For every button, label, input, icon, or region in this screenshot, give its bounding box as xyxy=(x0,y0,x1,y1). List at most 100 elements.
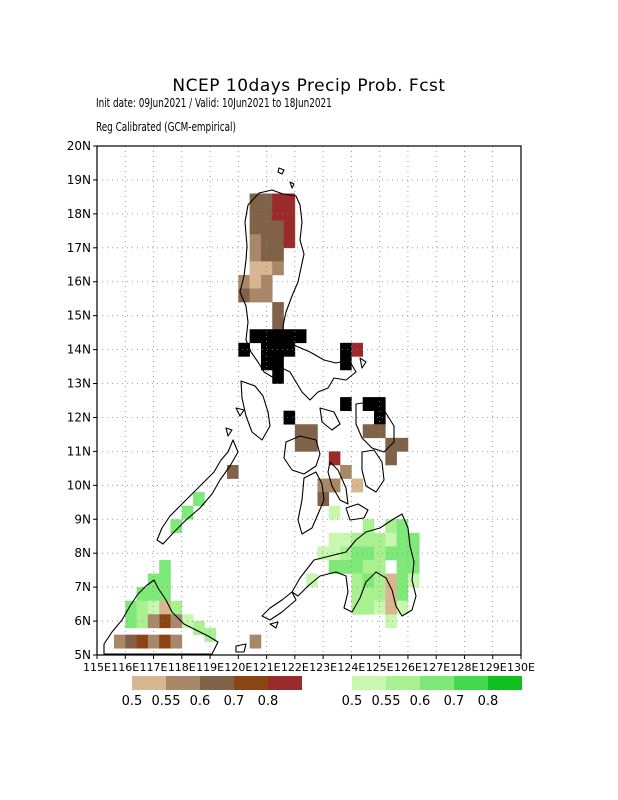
coastline-negros xyxy=(297,471,325,535)
latitude-label: 17N xyxy=(67,241,91,255)
dry-probability-cell xyxy=(306,424,318,439)
wet-probability-cell xyxy=(351,573,364,588)
wet-probability-cell xyxy=(396,600,409,615)
coastline-mindanao xyxy=(291,513,417,617)
longitude-label: 115E xyxy=(83,661,111,674)
legend-dry-swatch xyxy=(268,676,302,690)
coastline-mindoro xyxy=(240,380,271,441)
latitude-label: 14N xyxy=(67,343,91,357)
legend-wet-swatch xyxy=(420,676,454,690)
dry-probability-cell xyxy=(159,600,171,615)
dry-probability-cell xyxy=(260,247,273,262)
dry-probability-cell xyxy=(260,207,273,221)
wet-probability-cell xyxy=(147,587,160,602)
dry-probability-cell xyxy=(362,397,375,411)
coastline-leyte xyxy=(361,449,385,493)
wet-probability-cell xyxy=(351,532,364,547)
legend-dry-swatch xyxy=(234,676,268,690)
dry-probability-cell xyxy=(272,247,284,262)
longitude-label: 121E xyxy=(253,661,281,674)
dry-probability-cell xyxy=(317,478,330,493)
legend-dry-colorbar xyxy=(132,676,302,690)
dry-probability-cell xyxy=(306,437,318,452)
wet-probability-cell xyxy=(362,573,375,588)
dry-probability-cell xyxy=(249,220,262,235)
legend-label: 0.7 xyxy=(223,694,245,709)
legend-label: 0.5 xyxy=(341,694,363,709)
latitude-labels: 5N 6N 7N 8N 9N 10N 11N 12N 13N 14N 15N 16N 17N 18N 19N… xyxy=(67,139,91,662)
coastline-cuyo xyxy=(225,427,233,437)
wet-probability-cell xyxy=(136,587,149,602)
dry-probability-cell xyxy=(272,220,284,235)
dry-probability-cell xyxy=(238,274,250,289)
coastline xyxy=(103,167,417,655)
dry-probability-cell xyxy=(170,634,183,649)
coastline-samar xyxy=(355,401,395,453)
coastline-busuanga xyxy=(235,407,245,417)
coastline-sulu xyxy=(269,621,279,629)
dry-probability-cell xyxy=(328,478,341,493)
longitude-label: 123E xyxy=(309,661,337,674)
dry-probability-cell xyxy=(260,342,273,357)
longitude-label: 119E xyxy=(196,661,224,674)
latitude-label: 8N xyxy=(74,546,91,560)
dry-probability-cell xyxy=(272,234,284,249)
dry-probability-cell xyxy=(260,288,273,303)
wet-probability-cell xyxy=(328,532,341,547)
longitude-label: 127E xyxy=(422,661,450,674)
wet-probability-cell xyxy=(362,546,375,561)
dry-probability-cell xyxy=(374,410,386,425)
legend-dry-swatch xyxy=(200,676,234,690)
wet-probability-cell xyxy=(125,600,137,615)
legend-label: 0.7 xyxy=(443,694,465,709)
wet-probability-cell xyxy=(159,559,171,574)
wet-probability-cell xyxy=(159,587,171,602)
wet-probability-cell xyxy=(193,492,205,506)
wet-probability-cell xyxy=(351,559,364,574)
legend-label: 0.55 xyxy=(151,694,181,709)
wet-probability-cell xyxy=(328,505,341,520)
longitude-label: 122E xyxy=(281,661,309,674)
longitude-label: 120E xyxy=(224,661,252,674)
legend-wet-colorbar xyxy=(352,676,522,690)
dry-probability-cell xyxy=(283,207,296,221)
wet-probability-cell xyxy=(396,559,409,574)
dry-probability-cell xyxy=(272,261,284,276)
dry-probability-cell xyxy=(374,397,386,411)
dry-probability-cell xyxy=(272,356,284,371)
wet-probability-cell xyxy=(396,587,409,602)
dry-probability-cell xyxy=(283,329,296,344)
legend-label: 0.6 xyxy=(189,694,211,709)
latitude-label: 9N xyxy=(74,512,91,526)
latitude-label: 6N xyxy=(74,614,91,628)
dry-probability-cell xyxy=(272,342,284,357)
coastline-luzon xyxy=(239,189,357,401)
dry-probability-cell xyxy=(227,464,239,479)
longitude-label: 128E xyxy=(450,661,478,674)
legend-dry-swatch xyxy=(166,676,200,690)
legend-label: 0.8 xyxy=(477,694,499,709)
dry-probability-cell xyxy=(249,193,262,208)
wet-probability-cell xyxy=(204,627,217,642)
wet-probability-cell xyxy=(385,546,397,561)
coastline-masbate xyxy=(319,407,341,431)
dry-probability-cell xyxy=(294,437,307,452)
wet-probability-cell xyxy=(407,532,420,547)
dry-probability-cell xyxy=(294,329,307,344)
dry-probability-cell xyxy=(260,220,273,235)
legend-label: 0.5 xyxy=(121,694,143,709)
dry-probability-cell xyxy=(396,437,409,452)
wet-probability-cell xyxy=(328,546,341,561)
wet-probability-cell xyxy=(340,532,352,547)
legend-wet-swatch xyxy=(454,676,488,690)
dry-probability-cell xyxy=(283,193,296,208)
longitude-label: 116E xyxy=(111,661,139,674)
wet-probability-cell xyxy=(351,587,364,602)
legend-label: 0.8 xyxy=(257,694,279,709)
map-subtitle-dates: Init date: 09Jun2021 / Valid: 10Jun2021 … xyxy=(96,96,332,110)
coastline-catanduanes xyxy=(359,357,367,369)
dry-probability-cell xyxy=(272,302,284,316)
coastline-palawan xyxy=(156,439,239,545)
dry-probability-cell xyxy=(249,247,262,262)
